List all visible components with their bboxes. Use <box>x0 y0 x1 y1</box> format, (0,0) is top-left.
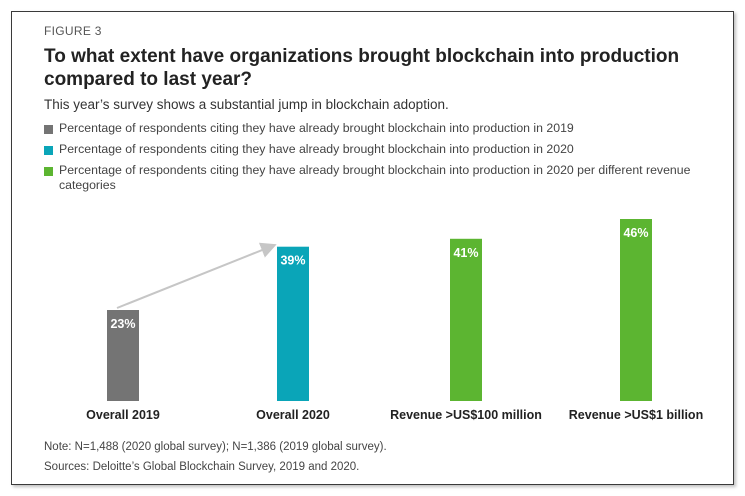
legend-item-revenue: Percentage of respondents citing they ha… <box>44 163 694 193</box>
figure-frame <box>11 11 734 485</box>
bar-2 <box>277 246 309 401</box>
note-sample-size: Note: N=1,488 (2020 global survey); N=1,… <box>44 441 387 453</box>
data-label-4: 46% <box>623 226 648 240</box>
bar-1 <box>107 310 139 401</box>
chart-subtitle: This year’s survey shows a substantial j… <box>44 97 449 112</box>
data-label-2: 39% <box>280 254 305 268</box>
legend-label-2019: Percentage of respondents citing they ha… <box>59 121 574 135</box>
legend-label-2020: Percentage of respondents citing they ha… <box>59 142 574 156</box>
note-sources: Sources: Deloitte’s Global Blockchain Su… <box>44 461 360 473</box>
legend-label-revenue: Percentage of respondents citing they ha… <box>59 163 691 192</box>
category-label-2: Overall 2020 <box>256 408 330 422</box>
chart-title: To what extent have organizations brough… <box>44 46 680 90</box>
legend: Percentage of respondents citing they ha… <box>44 121 694 199</box>
legend-swatch-2019 <box>44 125 53 134</box>
legend-swatch-2020 <box>44 146 53 155</box>
category-label-3: Revenue >US$100 million <box>390 408 542 422</box>
category-label-4: Revenue >US$1 billion <box>569 408 703 422</box>
figure-label: FIGURE 3 <box>44 24 102 38</box>
bar-3 <box>450 238 482 401</box>
legend-item-2020: Percentage of respondents citing they ha… <box>44 142 694 157</box>
bar-4 <box>620 219 652 401</box>
legend-item-2019: Percentage of respondents citing they ha… <box>44 121 694 136</box>
data-label-3: 41% <box>453 246 478 260</box>
category-label-1: Overall 2019 <box>86 408 160 422</box>
legend-swatch-revenue <box>44 167 53 176</box>
data-label-1: 23% <box>110 317 135 331</box>
growth-arrow <box>116 242 277 309</box>
